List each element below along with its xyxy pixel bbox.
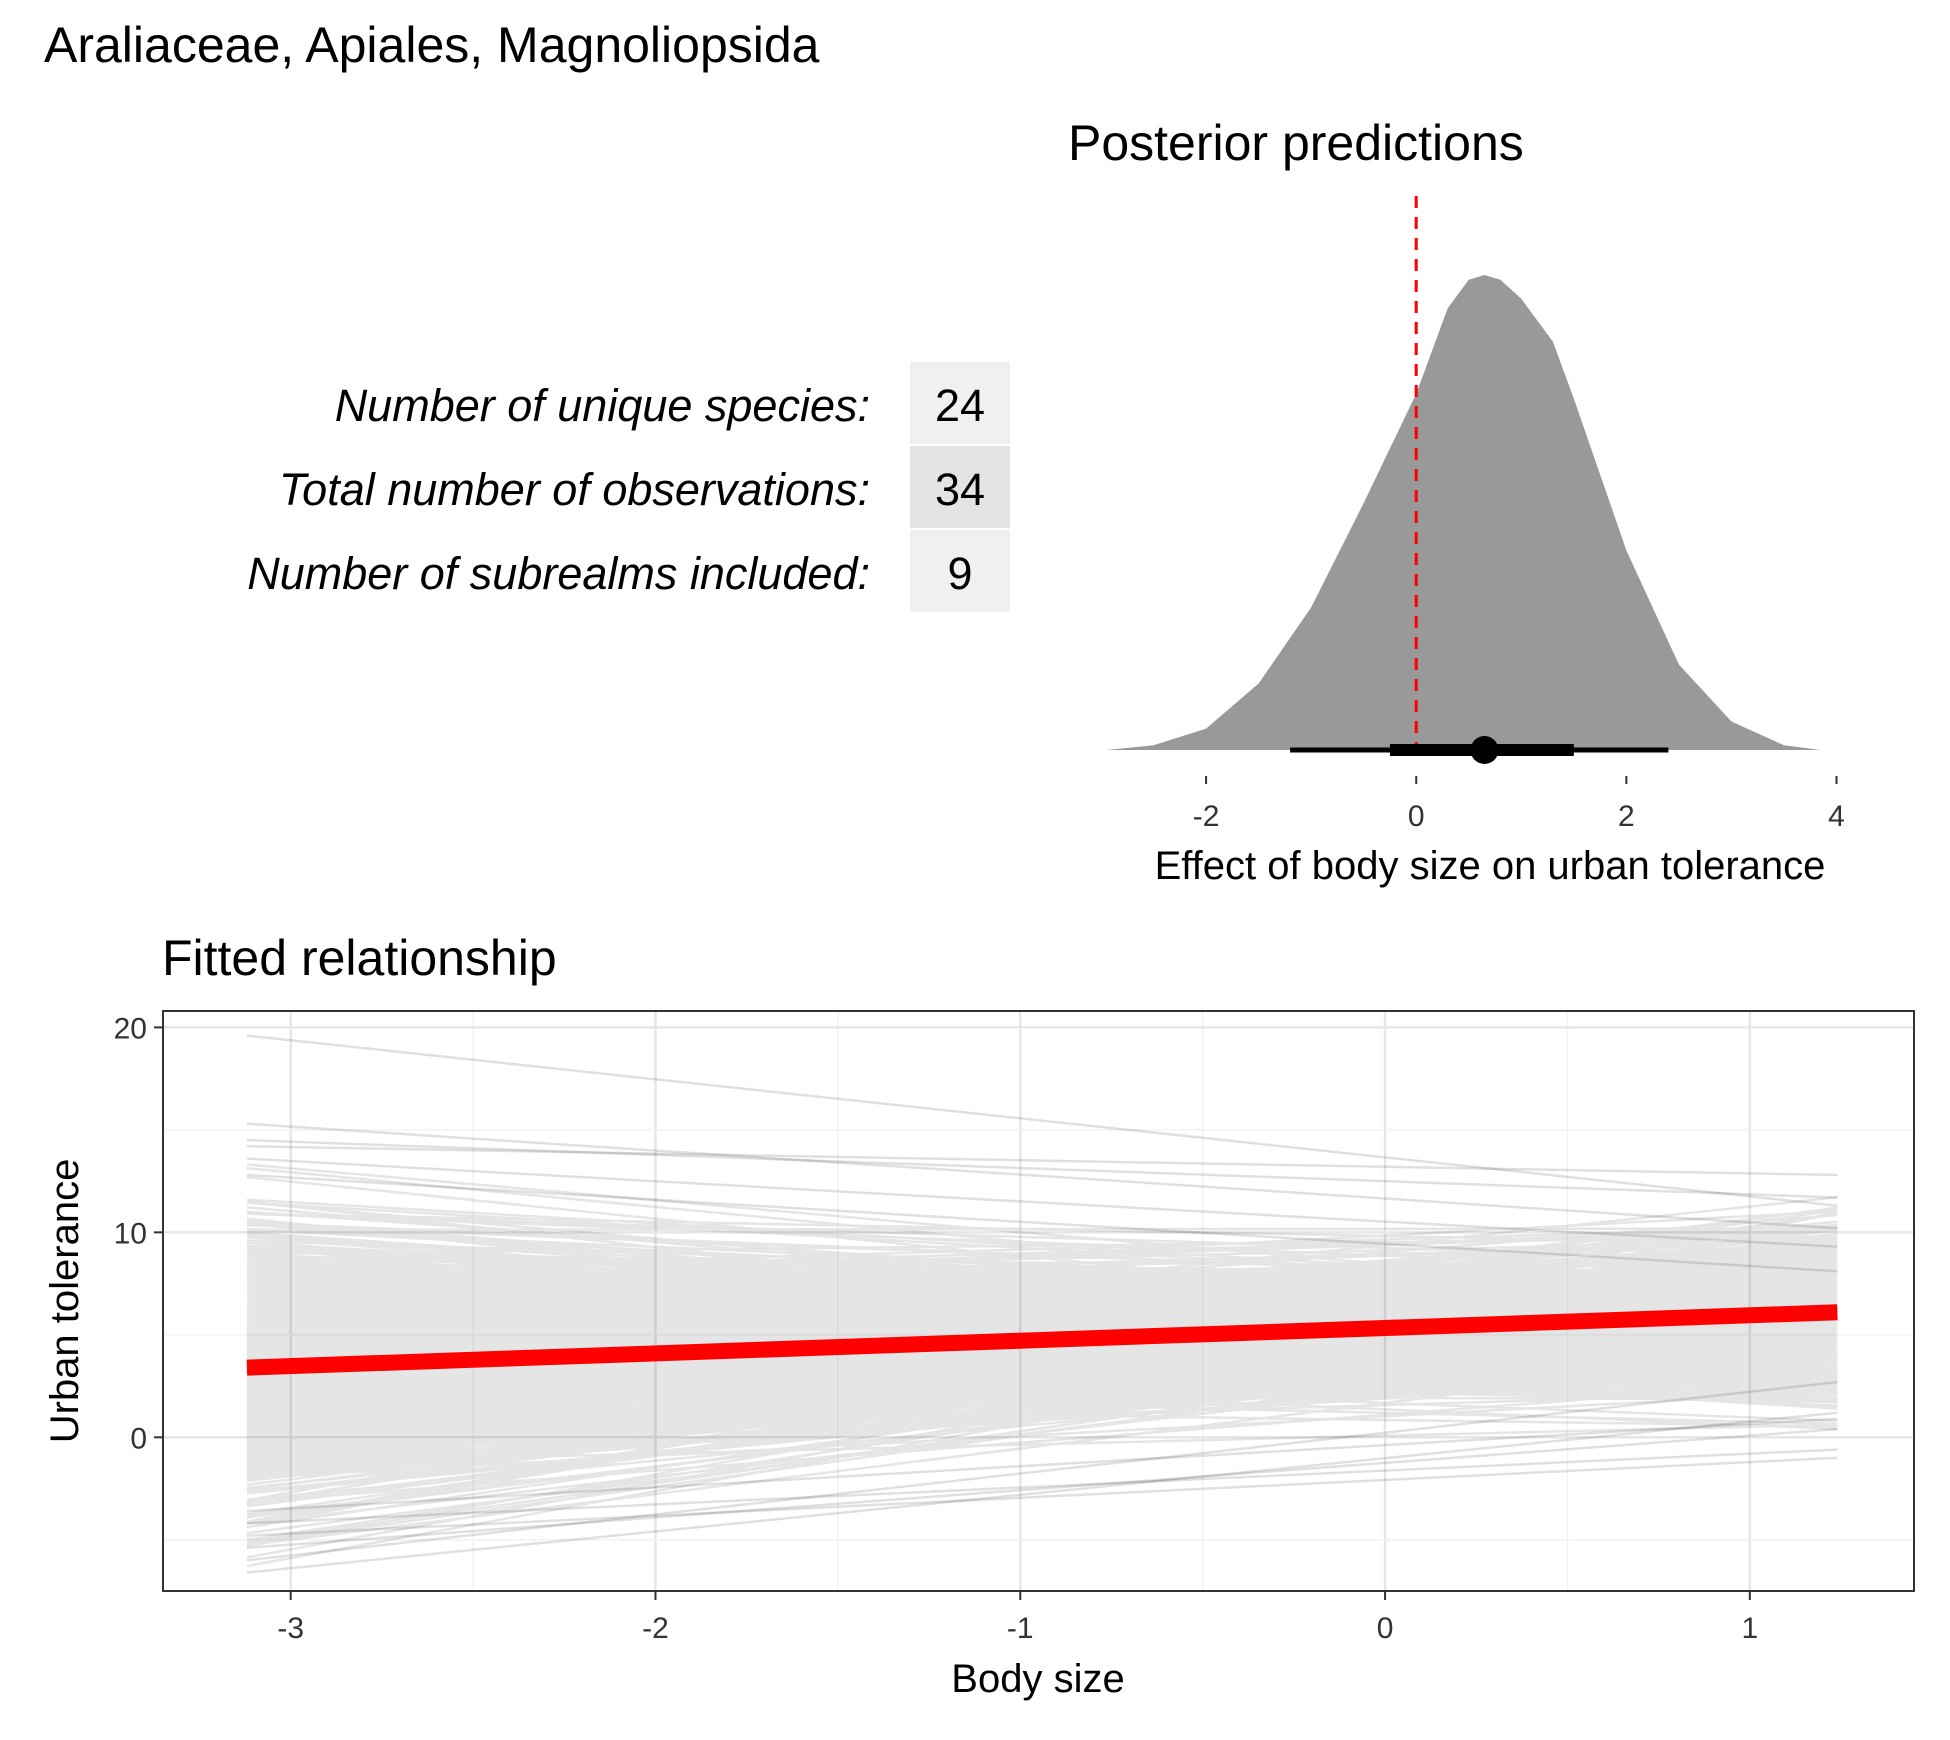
fitted-draw-line [246,1138,1838,1199]
fitted-draw-line [246,1173,1838,1273]
fitted-x-tick-label: 0 [1377,1612,1394,1645]
fitted-draw-line [246,1380,1838,1562]
fitted-draw-line [246,1122,1838,1230]
fitted-draw-line [246,1145,1838,1177]
fitted-plot-border [162,1010,1915,1592]
posterior-x-axis-label: Effect of body size on urban tolerance [1155,844,1826,888]
stats-value-cell [910,530,1010,612]
posterior-chart: Posterior predictions -2 0 2 4 Effect of bo… [1068,115,1845,888]
stats-value-cell [910,362,1010,444]
stats-label-unique-species: Number of unique species: [335,380,870,431]
fitted-y-tick-label: 0 [130,1422,147,1455]
fitted-draw-line [246,1456,1838,1537]
fitted-x-axis-label: Body size [951,1657,1124,1701]
stats-value-unique-species: 24 [935,380,985,431]
posterior-density [1106,275,1821,750]
stats-table: Number of unique species: Total number o… [247,362,1010,612]
posterior-x-tick-label: 4 [1828,800,1845,833]
fitted-chart-title: Fitted relationship [162,930,557,986]
stats-value-total-observations: 34 [935,464,985,515]
fitted-draw-lines [246,1163,1838,1568]
posterior-x-tick-label: 0 [1408,800,1425,833]
stats-value-cell [910,446,1010,528]
fitted-draw-line [246,1417,1838,1513]
posterior-plot-area [1106,196,1821,764]
figure-title: Araliaceae, Apiales, Magnoliopsida [44,17,820,73]
posterior-median-point [1470,736,1499,764]
fitted-y-tick-label: 20 [114,1012,147,1045]
fitted-x-tick-label: -3 [277,1612,304,1645]
fitted-x-tick-label: -1 [1007,1612,1034,1645]
fitted-draw-line [246,1411,1838,1574]
stats-label-total-observations: Total number of observations: [279,464,870,515]
stats-value-subrealms: 9 [947,548,972,599]
fitted-y-tick-label: 10 [114,1217,147,1250]
fitted-plot-background [163,1011,1914,1591]
fitted-draw-line [246,1448,1838,1525]
stats-label-subrealms: Number of subrealms included: [247,548,870,599]
fitted-x-tick-label: 1 [1742,1612,1759,1645]
fitted-posterior-draws [246,1034,1838,1574]
fitted-mean-line [246,1304,1838,1376]
fitted-draw-line [246,1427,1838,1550]
fitted-draw-line [246,1034,1838,1207]
fitted-grid [163,1011,1914,1591]
fitted-draw-line [246,1157,1838,1248]
fitted-y-axis-label: Urban tolerance [43,1159,87,1444]
posterior-x-tick-label: 2 [1618,800,1635,833]
posterior-chart-title: Posterior predictions [1068,115,1524,171]
fitted-line-layer [246,1304,1838,1376]
fitted-x-tick-label: -2 [642,1612,669,1645]
posterior-x-tick-label: -2 [1193,800,1220,833]
posterior-x-ticks: -2 0 2 4 [1193,776,1845,833]
